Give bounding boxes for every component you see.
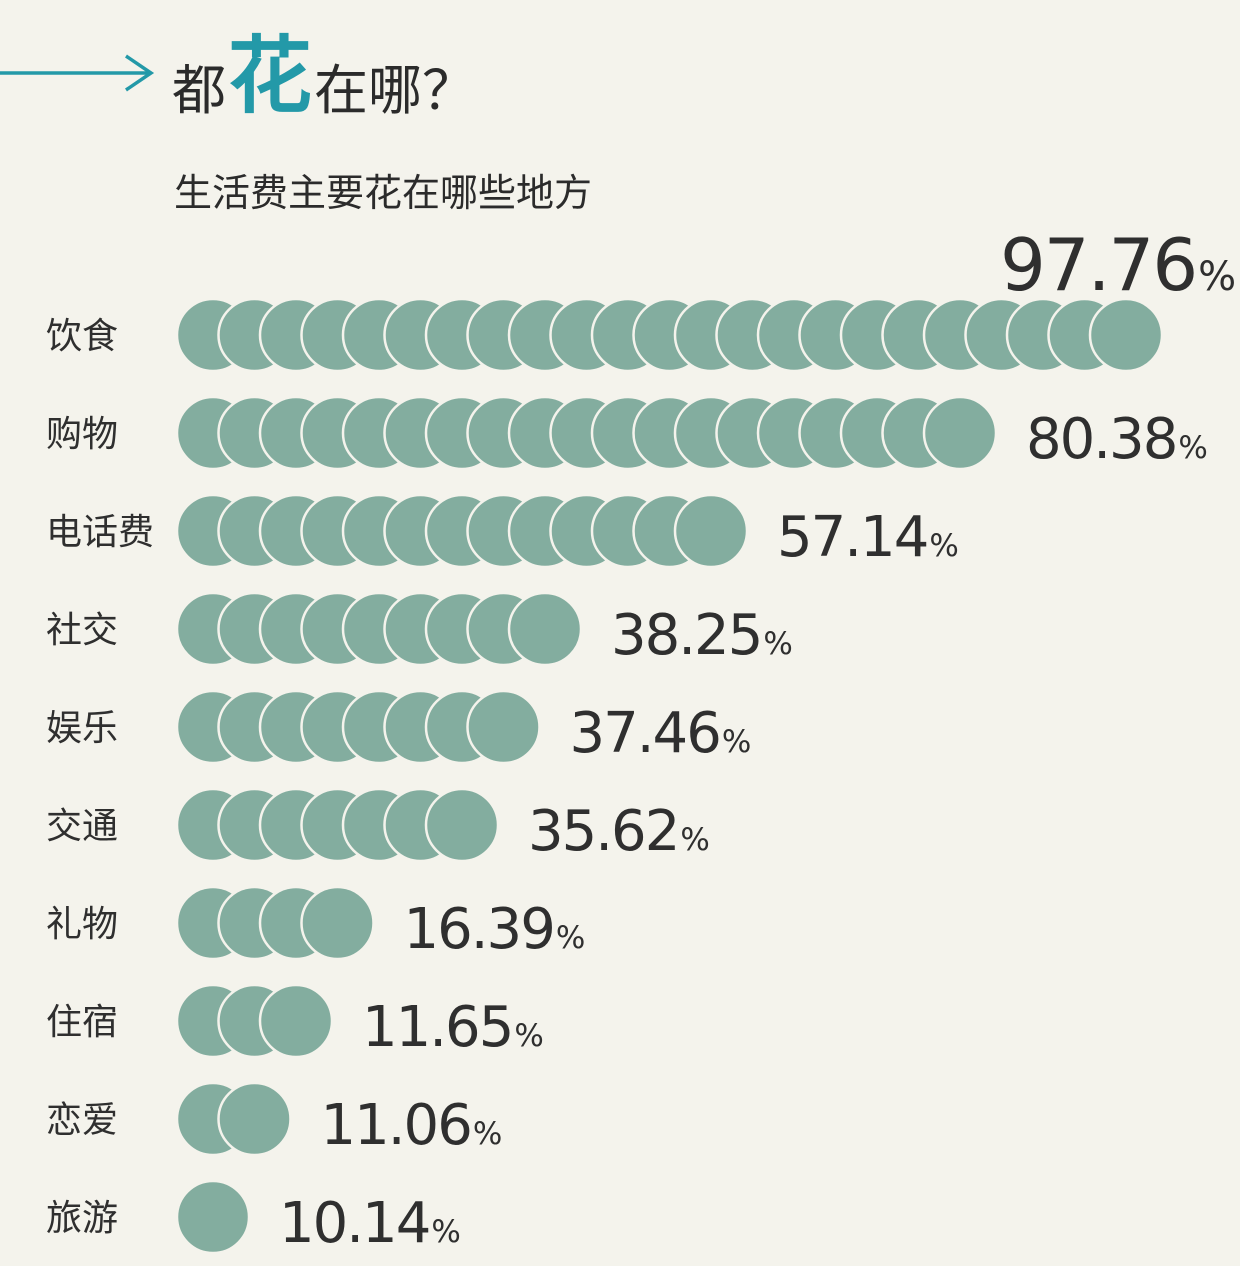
value-dot	[1088, 297, 1164, 373]
percent-sign: %	[680, 822, 708, 858]
value-number: 37.46	[570, 701, 720, 766]
value-label: 10.14%	[279, 1191, 459, 1256]
percent-sign: %	[1178, 430, 1206, 466]
value-label: 16.39%	[404, 897, 584, 962]
chart-row: 购物 80.38%	[46, 395, 1208, 472]
value-label: 35.62%	[528, 799, 708, 864]
percent-sign: %	[929, 528, 957, 564]
value-dot	[258, 983, 334, 1059]
value-number: 97.76	[1000, 223, 1196, 307]
title-accent-character: 花	[228, 27, 313, 125]
category-label: 娱乐	[46, 708, 118, 749]
title-suffix: 在哪？	[314, 59, 477, 122]
chart-subtitle: 生活费主要花在哪些地方	[174, 171, 593, 215]
chart-row: 娱乐 37.46%	[46, 689, 752, 766]
value-number: 57.14	[777, 505, 927, 570]
value-dot	[175, 1179, 251, 1255]
category-label: 购物	[46, 414, 118, 455]
value-number: 10.14	[279, 1191, 429, 1256]
percent-sign: %	[556, 920, 584, 956]
value-dot	[922, 395, 998, 471]
value-label: 80.38%	[1026, 407, 1206, 472]
category-label: 礼物	[46, 904, 118, 945]
percent-sign: %	[763, 626, 791, 662]
category-label: 交通	[46, 806, 118, 847]
value-number: 80.38	[1026, 407, 1176, 472]
title-prefix: 都	[172, 59, 226, 122]
value-label: 11.65%	[362, 995, 542, 1060]
value-dot	[300, 885, 375, 961]
chart-row: 恋爱 11.06%	[46, 1081, 503, 1158]
value-label: 37.46%	[570, 701, 750, 766]
category-label: 社交	[46, 610, 118, 651]
percent-sign: %	[473, 1116, 501, 1152]
percent-sign: %	[722, 724, 750, 760]
value-dot	[217, 1081, 292, 1157]
category-label: 饮食	[46, 316, 118, 357]
value-number: 16.39	[404, 897, 554, 962]
chart-row: 电话费 57.14%	[46, 493, 959, 570]
value-dot	[673, 493, 749, 569]
chart-row: 旅游 10.14%	[46, 1179, 461, 1256]
value-number: 11.65	[362, 995, 512, 1060]
category-label: 恋爱	[46, 1100, 118, 1141]
percent-sign: %	[514, 1018, 542, 1054]
value-label: 11.06%	[321, 1093, 501, 1158]
chart-row: 饮食 97.76%	[46, 223, 1236, 373]
value-dot	[466, 689, 541, 765]
value-dot	[424, 787, 500, 863]
value-dot	[507, 591, 583, 667]
chart-row: 社交 38.25%	[46, 591, 793, 668]
value-label: 38.25%	[611, 603, 791, 668]
value-label: 97.76%	[1000, 223, 1234, 307]
chart-row: 礼物 16.39%	[46, 885, 586, 962]
value-number: 11.06	[321, 1093, 471, 1158]
category-label: 旅游	[46, 1198, 118, 1239]
value-number: 35.62	[528, 799, 678, 864]
percent-sign: %	[431, 1214, 459, 1250]
arrow-right-icon	[0, 54, 155, 92]
chart-row: 交通 35.62%	[46, 787, 710, 864]
value-label: 57.14%	[777, 505, 957, 570]
chart-row: 住宿 11.65%	[46, 983, 544, 1060]
value-number: 38.25	[611, 603, 761, 668]
page-title: 都 花 在哪？	[172, 18, 476, 118]
category-label: 电话费	[46, 512, 154, 553]
category-label: 住宿	[46, 1002, 118, 1043]
percent-sign: %	[1198, 254, 1234, 300]
